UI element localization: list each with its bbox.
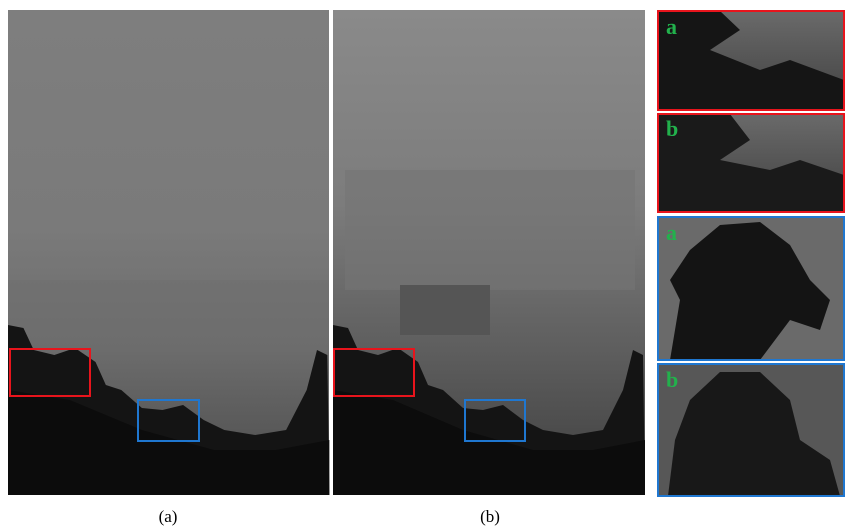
inset: b [658, 114, 844, 212]
inset-label: a [666, 220, 677, 245]
panel-b: (b) [333, 10, 645, 526]
panel-a: (a) [8, 10, 329, 526]
inset-label: b [666, 367, 678, 392]
inset: a [658, 11, 844, 110]
inset-label: a [666, 14, 677, 39]
figure: (a) (b) a b a b [0, 0, 845, 532]
caption: (b) [480, 507, 500, 526]
inset-label: b [666, 116, 678, 141]
inset: a [658, 217, 844, 360]
caption: (a) [159, 507, 178, 526]
inset: b [658, 364, 844, 496]
